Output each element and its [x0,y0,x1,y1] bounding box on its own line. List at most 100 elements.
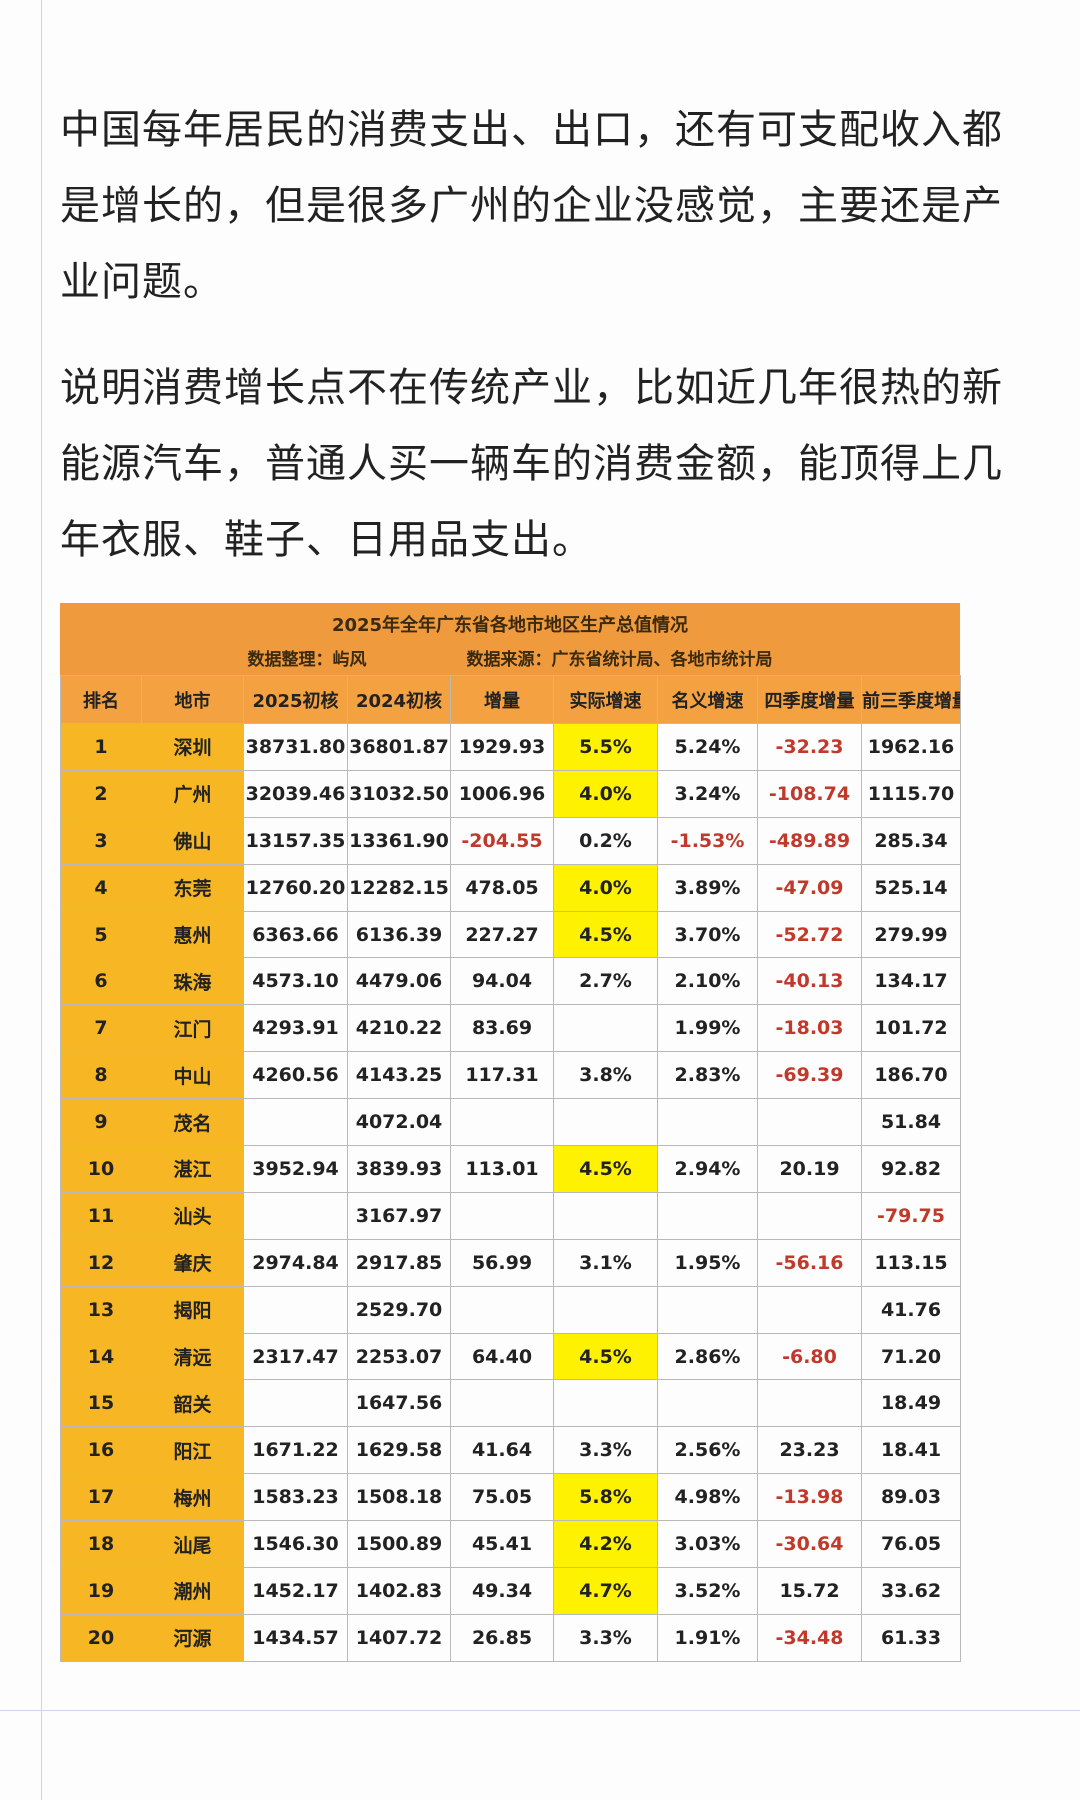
table-cell: 4.2% [553,1520,658,1569]
table-cell: 4.0% [553,769,658,818]
table-row: 10 湛江 3952.94 3839.93 113.01 4.5% 2.94% 20.19 92… [60,1145,961,1193]
table-cell: 4.5% [553,1145,658,1193]
table-row: 5 惠州 6363.66 6136.39 227.27 4.5% 3.70% -52.72 27… [60,910,961,959]
table-cell: 117.31 [450,1051,554,1100]
table-cell: 3.1% [553,1238,658,1287]
table-cell: 41.64 [450,1426,554,1475]
table-row: 13 揭阳 2529.70 41.76 [60,1285,961,1334]
table-cell: 3.70% [657,910,758,959]
table-cell [757,1191,862,1240]
table-cell: 1629.58 [347,1426,451,1475]
table-cell: -1.53% [657,816,758,865]
table-cell: 2.7% [553,957,658,1006]
table-cell: 湛江 [141,1145,244,1193]
table-cell [757,1379,862,1428]
table-cell: 15 [60,1379,142,1428]
table-cell: 8 [60,1051,142,1100]
table-cell: 101.72 [861,1004,961,1053]
table-cell: 4573.10 [243,957,348,1006]
header-cell: 增量 [450,675,554,724]
table-cell: 茂名 [141,1098,244,1147]
table-cell: 1452.17 [243,1567,348,1615]
table-cell [757,1098,862,1147]
table-cell: 4 [60,863,142,912]
table-cell: 4479.06 [347,957,451,1006]
table-cell: 1434.57 [243,1613,348,1662]
table-cell: 深圳 [141,723,244,771]
table-cell: 4143.25 [347,1051,451,1100]
table-cell: 2.86% [657,1332,758,1381]
table-cell: 3.52% [657,1567,758,1615]
header-cell: 地市 [141,675,244,724]
table-row: 20 河源 1434.57 1407.72 26.85 3.3% 1.91% -34.48 61… [60,1613,961,1662]
table-cell: -56.16 [757,1238,862,1287]
table-cell: 2529.70 [347,1285,451,1334]
table-cell: 33.62 [861,1567,961,1615]
table-cell [657,1191,758,1240]
table-cell: 9 [60,1098,142,1147]
table-title: 2025年全年广东省各地市地区生产总值情况 [331,615,689,636]
table-cell [450,1098,554,1147]
table-cell: 广州 [141,769,244,818]
table-cell: 1508.18 [347,1473,451,1522]
table-row: 8 中山 4260.56 4143.25 117.31 3.8% 2.83% -69.39 18… [60,1051,961,1100]
table-cell: 1.99% [657,1004,758,1053]
table-row: 7 江门 4293.91 4210.22 83.69 1.99% -18.03 101.72 [60,1004,961,1053]
table-cell: 18.49 [861,1379,961,1428]
table-cell: 23.23 [757,1426,862,1475]
table-cell: 清远 [141,1332,244,1381]
table-cell: 4.98% [657,1473,758,1522]
table-cell: 12 [60,1238,142,1287]
table-cell: 1 [60,723,142,771]
table-cell: 3 [60,816,142,865]
table-cell: 478.05 [450,863,554,912]
table-cell: 525.14 [861,863,961,912]
paragraph: 说明消费增长点不在传统产业，比如近几年很热的新能源汽车，普通人买一辆车的消费金额… [60,365,1003,563]
table-cell: 94.04 [450,957,554,1006]
table-cell: -6.80 [757,1332,862,1381]
table-cell: 45.41 [450,1520,554,1569]
table-cell: 1115.70 [861,769,961,818]
table-cell: 3839.93 [347,1145,451,1193]
table-cell: 阳江 [141,1426,244,1475]
table-cell: 0.2% [553,816,658,865]
table-cell: 2317.47 [243,1332,348,1381]
table-cell: 2.10% [657,957,758,1006]
table-cell: 279.99 [861,910,961,959]
header-cell: 2025初核 [243,675,348,724]
table-row: 12 肇庆 2974.84 2917.85 56.99 3.1% 1.95% -56.16 11… [60,1238,961,1287]
table-cell: 3.3% [553,1613,658,1662]
table-cell: 2.94% [657,1145,758,1193]
table-cell: 32039.46 [243,769,348,818]
table-cell: 11 [60,1191,142,1240]
table-cell: 4210.22 [347,1004,451,1053]
table-row: 4 东莞 12760.20 12282.15 478.05 4.0% 3.89% -47.09… [60,863,961,912]
margin-line [41,0,42,1800]
header-cell: 前三季度增量 [861,675,961,724]
table-cell: 东莞 [141,863,244,912]
table-cell: 1006.96 [450,769,554,818]
table-cell: 36801.87 [347,723,451,771]
table-cell: 梅州 [141,1473,244,1522]
table-cell: 113.15 [861,1238,961,1287]
table-cell: 18 [60,1520,142,1569]
table-subtitle: 数据整理：屿风 数据来源：广东省统计局、各地市统计局 [60,637,960,670]
table-cell: -79.75 [861,1191,961,1240]
table-row: 15 韶关 1647.56 18.49 [60,1379,961,1428]
table-cell: 1500.89 [347,1520,451,1569]
table-row: 3 佛山 13157.35 13361.90 -204.55 0.2% -1.53% -489… [60,816,961,865]
table-cell: 5.24% [657,723,758,771]
table-cell [243,1379,348,1428]
table-cell: 2974.84 [243,1238,348,1287]
table-row: 6 珠海 4573.10 4479.06 94.04 2.7% 2.10% -40.13 134… [60,957,961,1006]
table-cell: 潮州 [141,1567,244,1615]
table-cell: -18.03 [757,1004,862,1053]
table-cell: 89.03 [861,1473,961,1522]
header-row: 排名 地市 2025初核 2024初核 增量 实际增速 名义增速 四季度增量 前三季度增量 [60,675,961,724]
table-cell [450,1285,554,1334]
table-cell: 186.70 [861,1051,961,1100]
table-cell: -204.55 [450,816,554,865]
table-row: 14 清远 2317.47 2253.07 64.40 4.5% 2.86% -6.80 71.… [60,1332,961,1381]
table-cell: 7 [60,1004,142,1053]
table-cell [243,1191,348,1240]
